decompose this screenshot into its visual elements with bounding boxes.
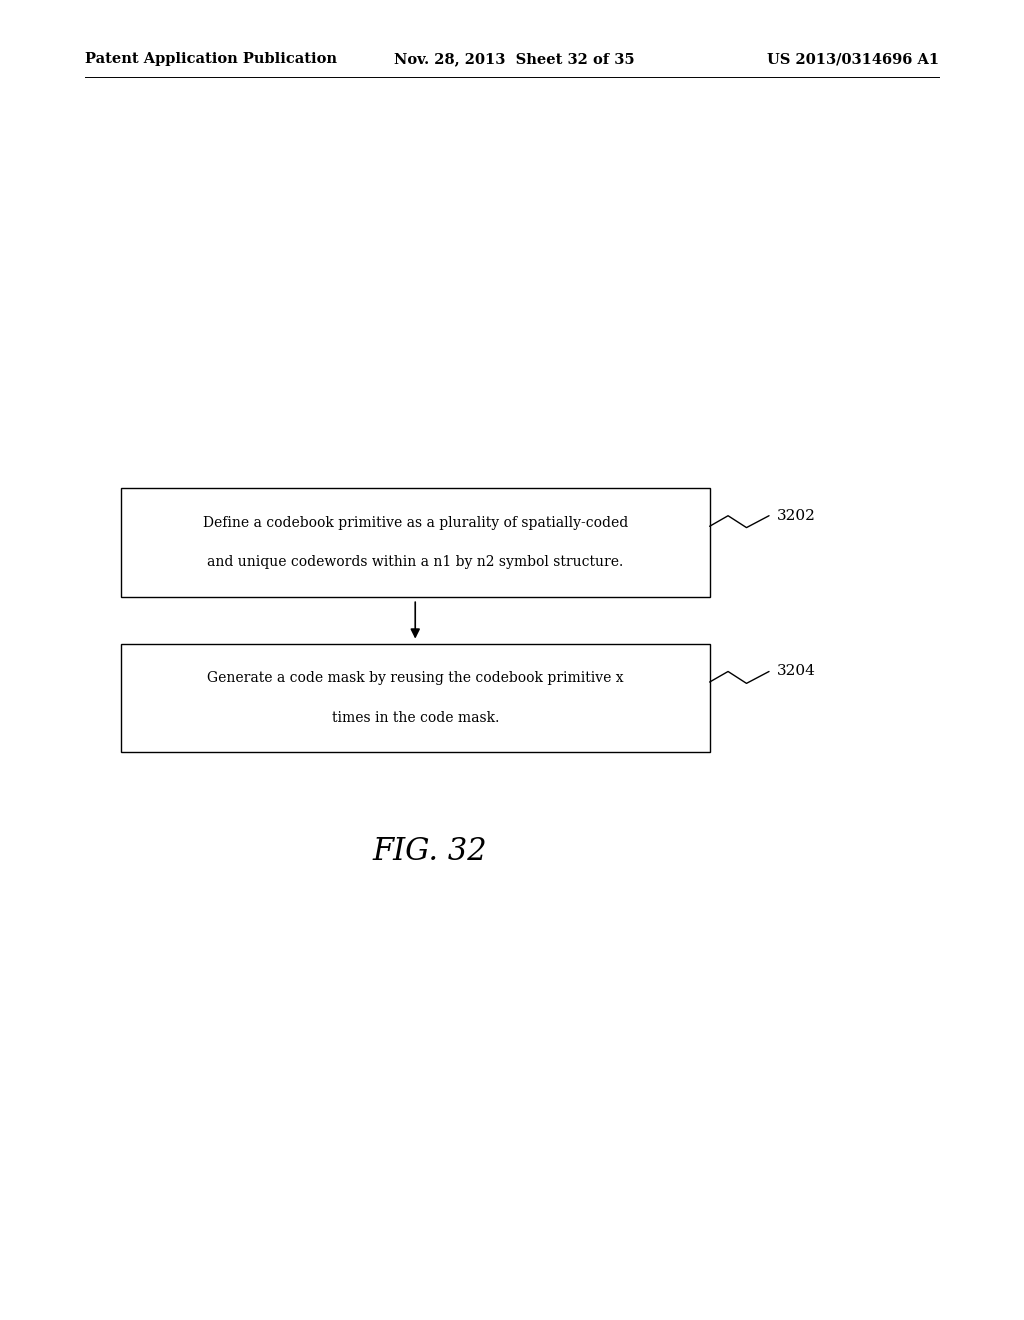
Text: and unique codewords within a n1 by n2 symbol structure.: and unique codewords within a n1 by n2 s… — [207, 556, 624, 569]
Bar — [121, 644, 710, 752]
Text: 3204: 3204 — [777, 664, 816, 678]
Text: times in the code mask.: times in the code mask. — [332, 711, 499, 725]
Bar — [121, 488, 710, 597]
Text: Nov. 28, 2013  Sheet 32 of 35: Nov. 28, 2013 Sheet 32 of 35 — [394, 53, 635, 66]
Text: Generate a code mask by reusing the codebook primitive x: Generate a code mask by reusing the code… — [207, 672, 624, 685]
Text: FIG. 32: FIG. 32 — [373, 836, 487, 867]
Text: US 2013/0314696 A1: US 2013/0314696 A1 — [767, 53, 939, 66]
Text: Define a codebook primitive as a plurality of spatially-coded: Define a codebook primitive as a plurali… — [203, 516, 628, 529]
Text: Patent Application Publication: Patent Application Publication — [85, 53, 337, 66]
Text: 3202: 3202 — [777, 508, 816, 523]
